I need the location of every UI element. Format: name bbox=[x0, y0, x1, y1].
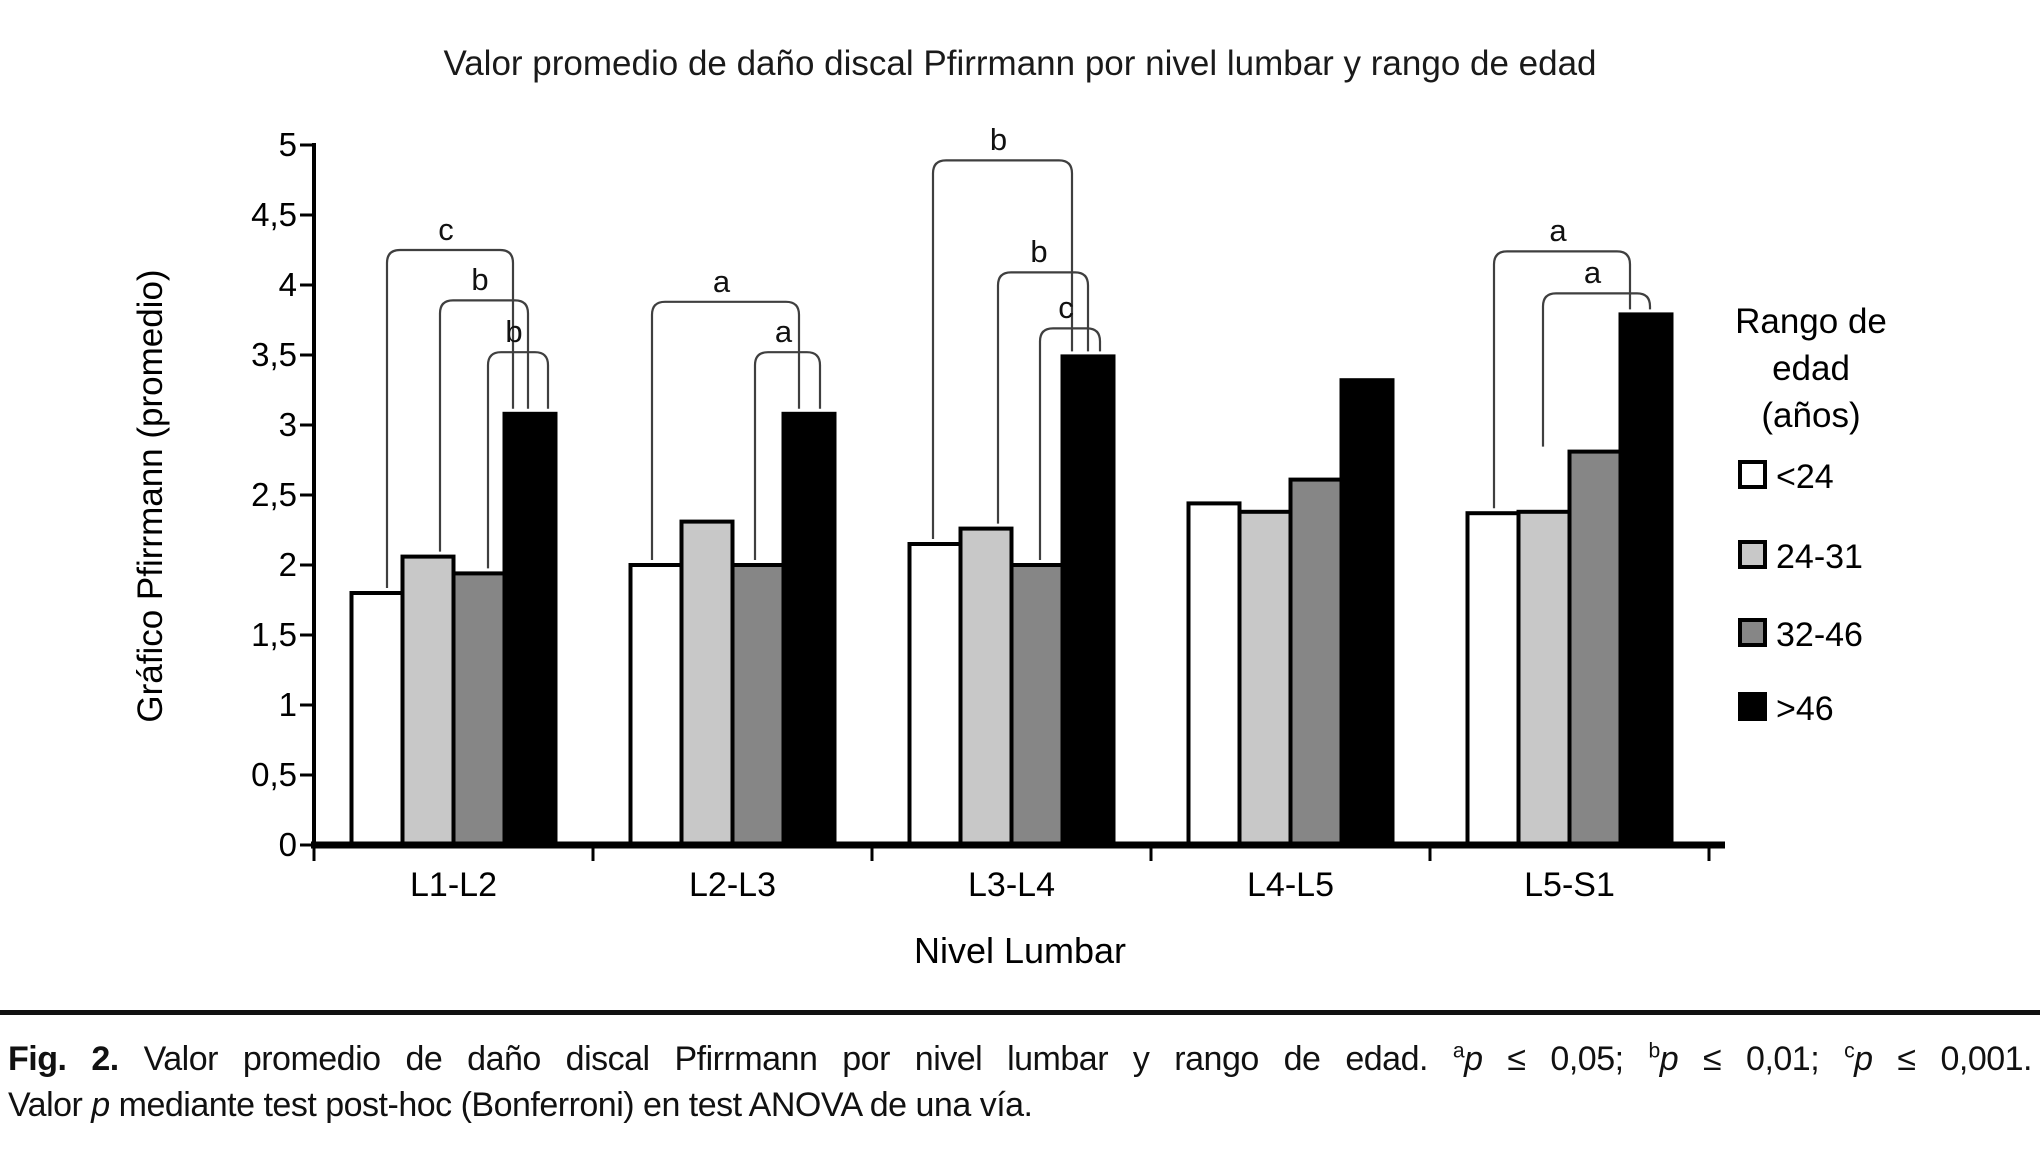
bracket-label-a: a bbox=[712, 263, 731, 299]
bar-32-46-L4-L5 bbox=[1288, 477, 1344, 847]
p-variable: p bbox=[1854, 1040, 1873, 1078]
bar-32-46-L1-L2 bbox=[451, 571, 507, 848]
y-tick-label: 5 bbox=[278, 126, 297, 163]
bracket-label-b: b bbox=[505, 314, 523, 350]
significance-bracket-a bbox=[753, 351, 822, 560]
significance-bracket-c bbox=[385, 248, 515, 588]
sig-condition: ≤ 0,01; bbox=[1678, 1040, 1845, 1078]
significance-bracket-a bbox=[1541, 292, 1652, 447]
p-variable: p bbox=[1659, 1040, 1679, 1078]
y-tick-label: 3 bbox=[278, 406, 297, 443]
bar-32-46-L2-L3 bbox=[730, 563, 786, 847]
bar-<24-L5-S1 bbox=[1465, 511, 1521, 847]
y-tick-label: 4,5 bbox=[251, 196, 297, 233]
x-category-label-L4-L5: L4-L5 bbox=[1247, 866, 1334, 904]
figure-caption-line2: Valor p mediante test post-hoc (Bonferro… bbox=[8, 1086, 1033, 1124]
legend-item-label: >46 bbox=[1776, 690, 1834, 728]
y-tick-label: 4 bbox=[278, 266, 297, 303]
caption-significance-notes: ap ≤ 0,05; bp ≤ 0,01; cp ≤ 0,001. bbox=[1428, 1039, 2033, 1078]
y-tick-label: 0,5 bbox=[251, 756, 297, 793]
legend-swatch-32-46 bbox=[1738, 618, 1767, 647]
bar-24-31-L2-L3 bbox=[679, 519, 735, 847]
significance-bracket-a bbox=[650, 300, 801, 560]
x-category-label-L1-L2: L1-L2 bbox=[410, 866, 497, 904]
bracket-label-b: b bbox=[989, 122, 1008, 158]
sig-superscript: c bbox=[1844, 1039, 1855, 1063]
p-variable: p bbox=[1464, 1040, 1483, 1078]
legend-item-24-31: 24-31 bbox=[1738, 538, 1863, 576]
bar-24-31-L4-L5 bbox=[1237, 509, 1293, 847]
bar-24-31-L3-L4 bbox=[958, 526, 1014, 847]
legend-swatch-24-31 bbox=[1738, 540, 1767, 569]
y-tick-label: 3,5 bbox=[251, 336, 297, 373]
bar-<24-L3-L4 bbox=[907, 542, 963, 847]
x-category-label-L2-L3: L2-L3 bbox=[689, 866, 776, 904]
legend-item-label: 24-31 bbox=[1776, 538, 1863, 576]
sig-superscript: b bbox=[1648, 1039, 1660, 1063]
bar->46-L5-S1 bbox=[1618, 312, 1674, 847]
significance-bracket-b bbox=[438, 299, 530, 552]
x-axis-title: Nivel Lumbar bbox=[913, 930, 1127, 971]
bar->46-L1-L2 bbox=[502, 411, 558, 847]
legend-item-label: 32-46 bbox=[1776, 616, 1863, 654]
y-tick-label: 0 bbox=[278, 826, 297, 863]
y-tick-label: 1,5 bbox=[251, 616, 297, 653]
chart-title: Valor promedio de daño discal Pfirrmann … bbox=[443, 44, 1597, 83]
legend-item-32-46: 32-46 bbox=[1738, 616, 1863, 654]
significance-bracket-b bbox=[931, 159, 1074, 539]
significance-bracket-c bbox=[1038, 327, 1102, 560]
legend-swatch-<24 bbox=[1738, 460, 1767, 489]
bar->46-L2-L3 bbox=[781, 411, 837, 847]
bracket-label-b: b bbox=[471, 262, 489, 298]
x-category-label-L5-S1: L5-S1 bbox=[1524, 866, 1615, 904]
caption-main-text: Valor promedio de daño discal Pfirrmann … bbox=[143, 1040, 1429, 1078]
figure-caption-line1: Fig. 2. Valor promedio de daño discal Pf… bbox=[0, 1040, 2040, 1079]
legend-item->46: >46 bbox=[1738, 690, 1834, 728]
bar-<24-L2-L3 bbox=[628, 563, 684, 847]
significance-bracket-b bbox=[486, 351, 550, 569]
bar-24-31-L1-L2 bbox=[400, 554, 456, 847]
bracket-label-c: c bbox=[438, 212, 454, 247]
significance-bracket-b bbox=[996, 271, 1090, 524]
y-tick-label: 1 bbox=[278, 686, 297, 723]
bracket-label-c: c bbox=[1058, 290, 1074, 326]
significance-bracket-a bbox=[1492, 250, 1632, 509]
legend-item-label: <24 bbox=[1776, 458, 1834, 496]
bracket-label-a: a bbox=[1583, 255, 1602, 291]
legend-title: Rango de edad (años) bbox=[1735, 302, 1887, 435]
sig-condition: ≤ 0,001. bbox=[1872, 1040, 2032, 1078]
bracket-label-a: a bbox=[774, 314, 793, 350]
sig-condition: ≤ 0,05; bbox=[1482, 1040, 1649, 1078]
bracket-label-b: b bbox=[1030, 234, 1048, 270]
bar-32-46-L5-S1 bbox=[1567, 449, 1623, 847]
y-axis-title: Gráfico Pfirrmann (promedio) bbox=[131, 269, 170, 723]
bar->46-L4-L5 bbox=[1339, 378, 1395, 847]
bar-32-46-L3-L4 bbox=[1009, 563, 1065, 847]
y-tick-label: 2,5 bbox=[251, 476, 297, 513]
legend-item-<24: <24 bbox=[1738, 458, 1834, 496]
bar->46-L3-L4 bbox=[1060, 354, 1116, 847]
caption-divider-rule bbox=[0, 1010, 2040, 1015]
bar-<24-L1-L2 bbox=[349, 591, 405, 847]
x-category-label-L3-L4: L3-L4 bbox=[968, 866, 1055, 904]
bracket-label-a: a bbox=[1549, 213, 1567, 249]
sig-superscript: a bbox=[1452, 1039, 1465, 1063]
bar-<24-L4-L5 bbox=[1186, 501, 1242, 847]
y-tick-label: 2 bbox=[278, 546, 297, 583]
bar-24-31-L5-S1 bbox=[1516, 509, 1572, 847]
legend-swatch->46 bbox=[1738, 692, 1767, 721]
figure-label: Fig. 2. bbox=[8, 1040, 119, 1078]
